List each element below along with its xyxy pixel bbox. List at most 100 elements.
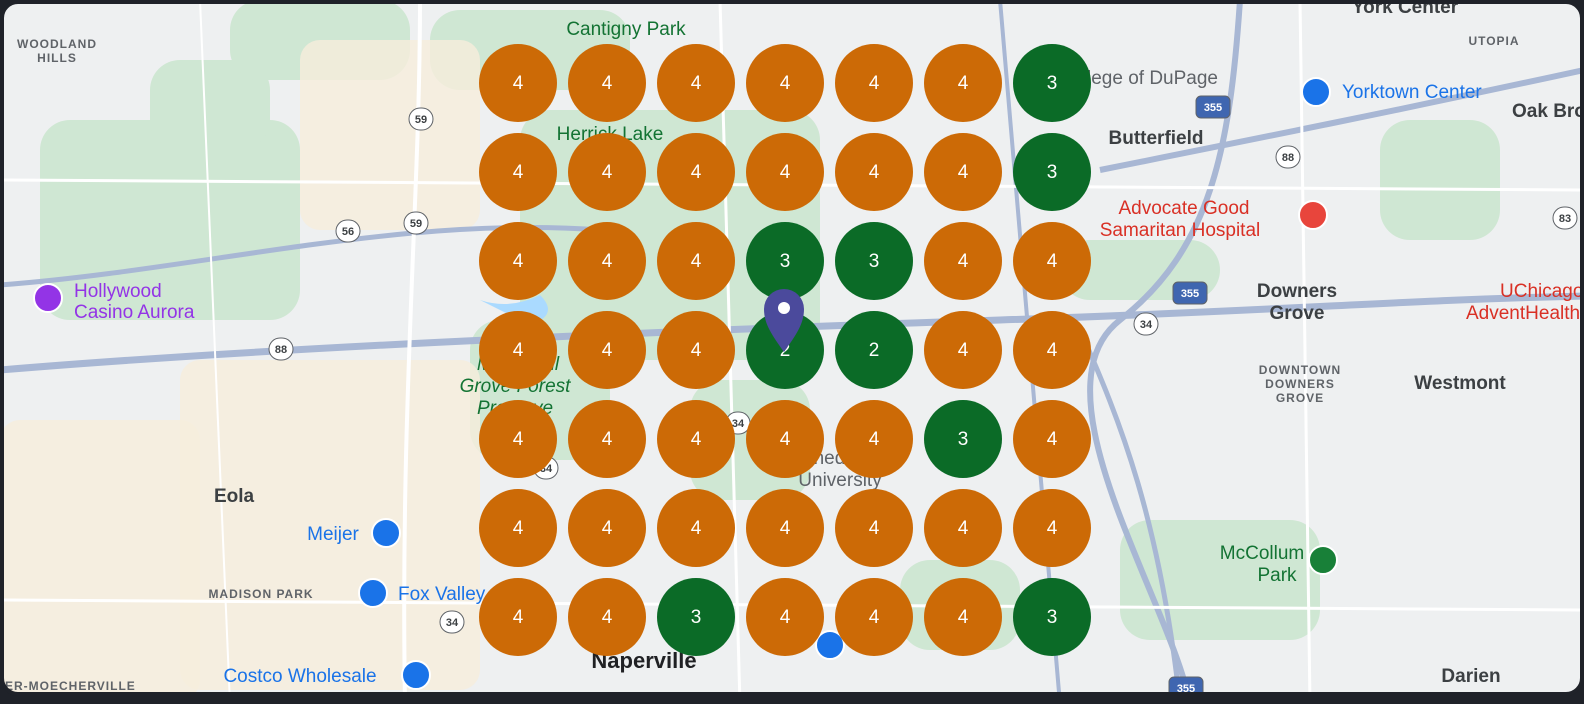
rank-label: 4: [780, 162, 791, 183]
highway: [1087, 3, 1243, 693]
place-label: UTOPIA: [1468, 34, 1519, 48]
rank-circle: [746, 133, 824, 211]
route-shield: [335, 219, 361, 243]
rank-label: 4: [513, 73, 524, 94]
rank-label: 4: [513, 162, 524, 183]
rank-circle: [1013, 489, 1091, 567]
rank-label: 4: [958, 340, 969, 361]
route-shield: [1552, 206, 1578, 230]
place-label: Eola: [214, 486, 255, 507]
poi-icon: [33, 283, 63, 313]
rank-label: 4: [1047, 429, 1058, 450]
place-label: Advocate Good: [1119, 198, 1250, 219]
route-shield: [403, 211, 429, 235]
highway: [1077, 328, 1183, 693]
route-number: 83: [1559, 213, 1571, 225]
route-number: 355: [1181, 288, 1199, 300]
rank-label: 3: [1047, 607, 1058, 628]
rank-circle: [746, 400, 824, 478]
rank-circle: [657, 311, 735, 389]
rank-label: 4: [1047, 518, 1058, 539]
route-shield: [1195, 95, 1231, 119]
rank-label: 2: [869, 340, 880, 361]
rank-circle: [568, 133, 646, 211]
rank-label: 4: [691, 73, 702, 94]
highway: [1099, 67, 1581, 173]
road: [1298, 3, 1312, 693]
rank-circle: [479, 44, 557, 122]
rank-label: 4: [602, 73, 613, 94]
rank-label: 4: [958, 518, 969, 539]
poi-icon: [815, 630, 845, 660]
rank-circle: [835, 133, 913, 211]
rank-circle: [479, 400, 557, 478]
place-label: Samaritan Hospital: [1100, 220, 1261, 241]
rank-label: 4: [780, 429, 791, 450]
place-label: Costco Wholesale: [223, 666, 376, 687]
rank-circle: [1013, 133, 1091, 211]
rank-label: 4: [691, 518, 702, 539]
rank-circle: [835, 578, 913, 656]
rank-circle: [924, 44, 1002, 122]
rank-label: 4: [602, 518, 613, 539]
route-shield: [268, 337, 294, 361]
rank-label: 4: [513, 607, 524, 628]
rank-circle: [835, 400, 913, 478]
park-area: [150, 60, 270, 150]
rank-label: 4: [869, 429, 880, 450]
place-label: UChicago: [1500, 281, 1583, 302]
rank-circle: [835, 311, 913, 389]
rank-label: 4: [602, 251, 613, 272]
rank-label: 3: [1047, 73, 1058, 94]
urban-area: [300, 40, 480, 230]
rank-label: 4: [780, 518, 791, 539]
rank-label: 4: [513, 251, 524, 272]
rank-circle: [924, 400, 1002, 478]
route-number: 355: [1177, 683, 1195, 695]
route-shield: [1133, 312, 1159, 336]
poi-icon: [1298, 200, 1328, 230]
rank-label: 4: [513, 340, 524, 361]
route-shield: [439, 610, 465, 634]
place-label: Hollywood: [74, 281, 162, 302]
place-label: College of DuPage: [1059, 68, 1219, 89]
place-label: Grove: [1270, 303, 1325, 324]
rank-label: 4: [691, 162, 702, 183]
rank-circle: [568, 222, 646, 300]
rank-circle: [657, 578, 735, 656]
rank-circle: [479, 133, 557, 211]
rank-circle: [479, 489, 557, 567]
rank-circle: [1013, 400, 1091, 478]
road: [199, 3, 231, 693]
place-label: Westmont: [1414, 373, 1506, 394]
rank-circle: [657, 222, 735, 300]
place-label: Cantigny Park: [566, 19, 686, 40]
route-shield: [1275, 145, 1301, 169]
rank-circle: [1013, 311, 1091, 389]
place-label: AdventHealth: [1466, 303, 1580, 324]
poi-icon: [1301, 77, 1331, 107]
poi-icon: [371, 518, 401, 548]
rank-label: 4: [958, 73, 969, 94]
rank-label: 4: [869, 607, 880, 628]
route-number: 88: [1282, 152, 1294, 164]
route-number: 355: [1204, 102, 1222, 114]
rank-circle: [924, 133, 1002, 211]
rank-label: 4: [869, 162, 880, 183]
poi-icon: [358, 578, 388, 608]
route-shield: [1172, 281, 1208, 305]
place-label: MADISON PARK: [208, 587, 313, 601]
place-label: Butterfield: [1109, 128, 1204, 149]
location-pin: [764, 289, 804, 352]
rank-circle: [924, 311, 1002, 389]
route-number: 59: [415, 114, 427, 126]
place-label: Park: [1257, 565, 1297, 586]
rank-label: 4: [1047, 340, 1058, 361]
place-label: WOODLAND: [17, 37, 97, 51]
rank-circle: [657, 489, 735, 567]
place-label: Meijer: [307, 524, 359, 545]
park-area: [1380, 120, 1500, 240]
place-label: Yorktown Center: [1342, 82, 1482, 103]
rank-label: 4: [602, 607, 613, 628]
